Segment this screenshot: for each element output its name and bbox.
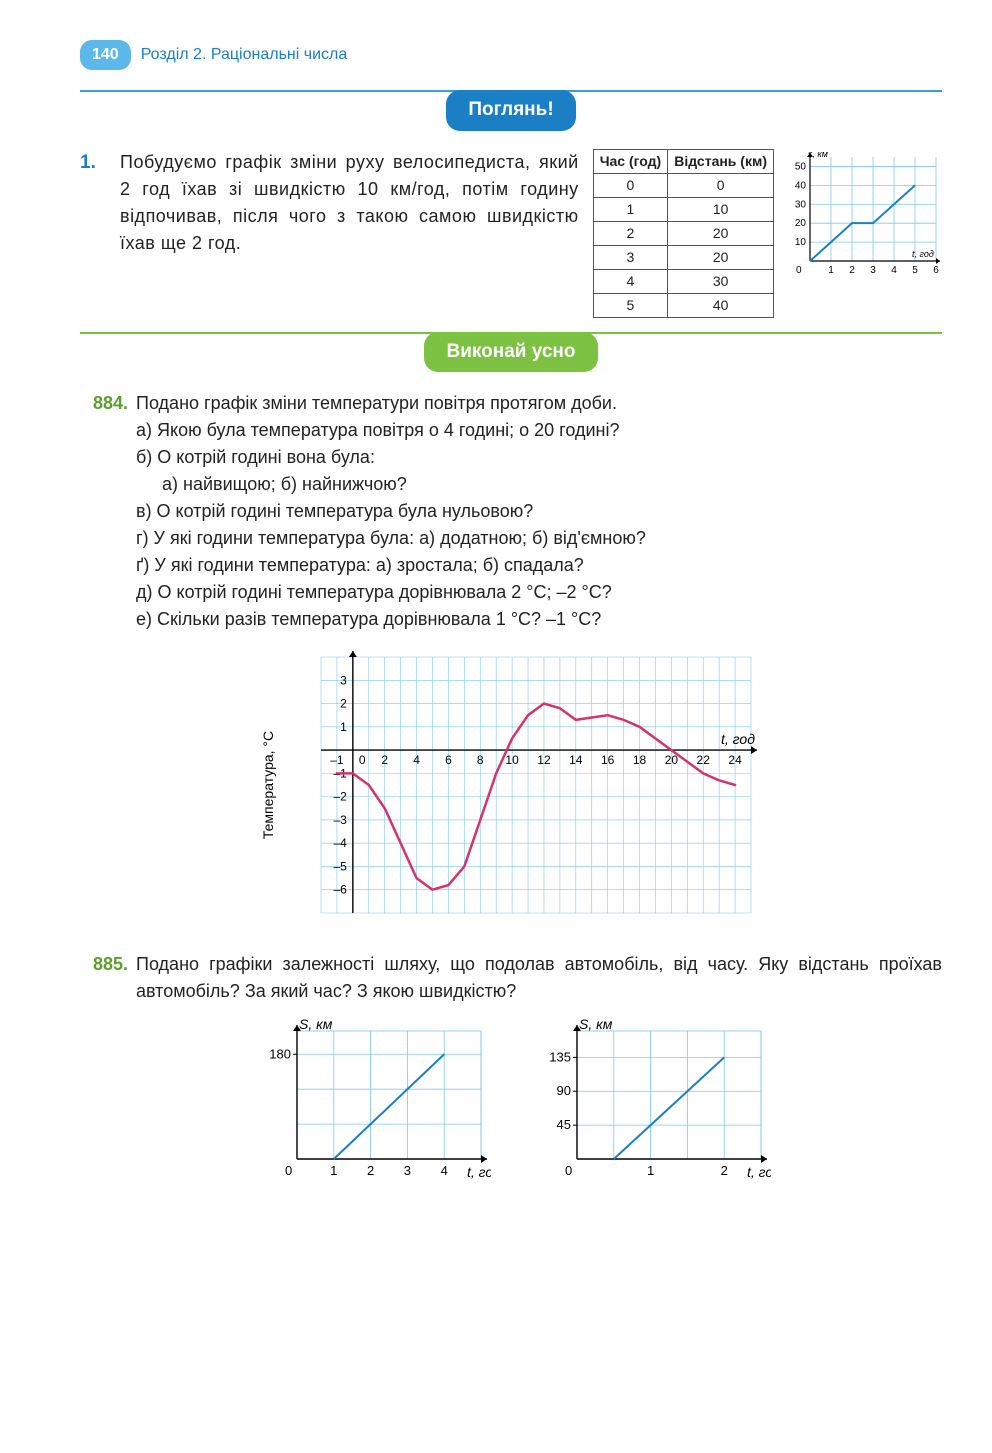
svg-text:–2: –2 [333, 790, 347, 804]
svg-text:10: 10 [795, 237, 807, 248]
svg-text:18: 18 [633, 753, 647, 767]
distance-chart-b: 1 2 0 45 90 135 S, км t, год [531, 1017, 771, 1187]
table-header: Час (год) [593, 149, 668, 173]
svg-text:40: 40 [795, 180, 807, 191]
problem-line: ґ) У які години температура: а) зростала… [136, 552, 942, 579]
problem-number: 884. [80, 390, 128, 633]
svg-text:2: 2 [340, 697, 347, 711]
svg-text:t, год: t, год [747, 1164, 771, 1180]
svg-text:t, год: t, год [467, 1164, 491, 1180]
problem-line: г) У які години температура була: а) дод… [136, 525, 942, 552]
svg-text:45: 45 [557, 1117, 571, 1132]
svg-text:–6: –6 [333, 883, 347, 897]
svg-text:s, км: s, км [808, 149, 828, 159]
svg-text:t, год: t, год [721, 731, 755, 747]
svg-text:30: 30 [795, 199, 807, 210]
svg-text:50: 50 [795, 161, 807, 172]
problem-885: 885. Подано графіки залежності шляху, що… [80, 951, 942, 1005]
svg-text:1: 1 [828, 265, 834, 276]
svg-text:12: 12 [537, 753, 551, 767]
problem-line: а) Якою була температура повітря о 4 год… [136, 417, 942, 444]
chapter-title: Розділ 2. Раціональні числа [141, 43, 348, 67]
svg-text:1: 1 [340, 720, 347, 734]
svg-text:3: 3 [404, 1163, 411, 1178]
svg-text:90: 90 [557, 1083, 571, 1098]
section-look-badge: Поглянь! [446, 90, 575, 131]
table-header: Відстань (км) [668, 149, 774, 173]
section-oral-badge: Виконай усно [424, 332, 597, 373]
svg-text:2: 2 [367, 1163, 374, 1178]
example-text: Побудуємо графік зміни руху велосипедист… [120, 149, 579, 257]
svg-text:1: 1 [647, 1163, 654, 1178]
svg-text:135: 135 [549, 1049, 571, 1064]
problem-intro: Подано графік зміни температури повітря … [136, 390, 942, 417]
svg-text:14: 14 [569, 753, 583, 767]
svg-text:4: 4 [413, 753, 420, 767]
distance-chart-a: 1 2 3 4 0 180 S, км t, год [251, 1017, 491, 1187]
svg-text:4: 4 [441, 1163, 448, 1178]
example-1: 1. Побудуємо графік зміни руху велосипед… [80, 149, 942, 318]
svg-text:0: 0 [359, 753, 366, 767]
svg-text:4: 4 [891, 265, 897, 276]
problem-line: е) Скільки разів температура дорівнювала… [136, 606, 942, 633]
svg-text:0: 0 [565, 1163, 572, 1178]
svg-text:180: 180 [269, 1046, 291, 1061]
svg-text:–4: –4 [333, 836, 347, 850]
svg-text:22: 22 [697, 753, 711, 767]
problem-number: 885. [80, 951, 128, 1005]
svg-text:S, км: S, км [299, 1017, 333, 1032]
svg-text:8: 8 [477, 753, 484, 767]
problem-line: д) О котрій годині температура дорівнюва… [136, 579, 942, 606]
svg-text:2: 2 [849, 265, 855, 276]
svg-text:–5: –5 [333, 859, 347, 873]
svg-text:–1: –1 [330, 753, 344, 767]
page-header: 140 Розділ 2. Раціональні числа [80, 40, 942, 70]
svg-text:6: 6 [933, 265, 939, 276]
problem-line: в) О котрій годині температура була нуль… [136, 498, 942, 525]
svg-text:S, км: S, км [579, 1017, 613, 1032]
svg-text:0: 0 [285, 1163, 292, 1178]
svg-text:2: 2 [381, 753, 388, 767]
svg-text:Температура, °С: Температура, °С [260, 731, 276, 839]
example-chart: 1 2 3 4 5 6 10 20 30 40 50 0 s, км t, год [782, 149, 942, 279]
svg-text:5: 5 [912, 265, 918, 276]
svg-text:0: 0 [796, 265, 802, 276]
svg-text:–3: –3 [333, 813, 347, 827]
svg-text:t, год: t, год [912, 249, 934, 259]
problem-text: Подано графіки залежності шляху, що подо… [136, 951, 942, 1005]
svg-text:10: 10 [505, 753, 519, 767]
svg-text:3: 3 [340, 673, 347, 687]
svg-text:24: 24 [728, 753, 742, 767]
svg-text:16: 16 [601, 753, 615, 767]
svg-text:3: 3 [870, 265, 876, 276]
problem-subline: а) найвищою; б) найнижчою? [136, 471, 942, 498]
problem-884: 884. Подано графік зміни температури пов… [80, 390, 942, 633]
problem-line: б) О котрій годині вона була: [136, 444, 942, 471]
svg-text:1: 1 [330, 1163, 337, 1178]
svg-text:20: 20 [795, 218, 807, 229]
example-table: Час (год) Відстань (км) 00 110 220 320 4… [593, 149, 774, 318]
svg-text:2: 2 [721, 1163, 728, 1178]
svg-text:6: 6 [445, 753, 452, 767]
example-number: 1. [80, 149, 106, 178]
page-number: 140 [80, 40, 131, 70]
temperature-chart: –1024681012141618202224123–1–2–3–4–5–6Те… [251, 643, 771, 933]
